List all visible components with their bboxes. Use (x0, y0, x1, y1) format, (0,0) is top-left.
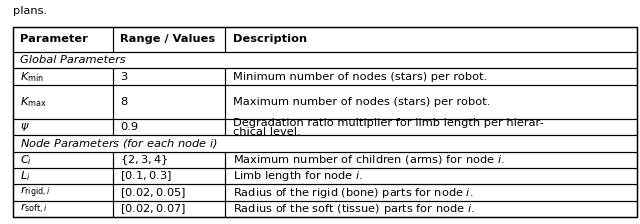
Bar (13, 27, 113, 52)
Text: Range / Values: Range / Values (120, 34, 216, 45)
Bar (225, 85, 637, 119)
Bar (13, 52, 637, 69)
Text: Radius of the rigid (bone) parts for node $i$.: Radius of the rigid (bone) parts for nod… (233, 186, 473, 200)
Bar (113, 152, 225, 168)
Bar (225, 69, 637, 85)
Bar (13, 152, 113, 168)
Bar (113, 69, 225, 85)
Bar (113, 201, 225, 217)
Text: plans.: plans. (13, 6, 47, 16)
Text: Node Parameters (for each node $i$): Node Parameters (for each node $i$) (20, 137, 218, 150)
Text: Radius of the soft (tissue) parts for node $i$.: Radius of the soft (tissue) parts for no… (233, 202, 474, 216)
Text: 8: 8 (120, 97, 127, 107)
Bar (113, 85, 225, 119)
Text: $r_{\mathrm{rigid},i}$: $r_{\mathrm{rigid},i}$ (20, 185, 51, 200)
Bar (113, 168, 225, 185)
Bar (13, 27, 637, 217)
Text: Parameter: Parameter (20, 34, 88, 45)
Text: Description: Description (233, 34, 307, 45)
Bar (225, 119, 637, 135)
Text: $[0.02, 0.05]$: $[0.02, 0.05]$ (120, 186, 187, 200)
Bar (225, 168, 637, 185)
Text: $r_{\mathrm{soft},i}$: $r_{\mathrm{soft},i}$ (20, 202, 49, 216)
Bar (113, 27, 225, 52)
Text: 0.9: 0.9 (120, 122, 138, 132)
Text: $K_{\min}$: $K_{\min}$ (20, 70, 44, 84)
Text: Global Parameters: Global Parameters (20, 55, 126, 65)
Text: $[0.1, 0.3]$: $[0.1, 0.3]$ (120, 169, 172, 183)
Bar (13, 69, 113, 85)
Bar (13, 119, 113, 135)
Bar (13, 168, 113, 185)
Bar (113, 119, 225, 135)
Text: Maximum number of children (arms) for node $i$.: Maximum number of children (arms) for no… (233, 153, 504, 166)
Text: chical level.: chical level. (233, 127, 300, 137)
Text: $C_i$: $C_i$ (20, 153, 33, 167)
Text: $\{2, 3, 4\}$: $\{2, 3, 4\}$ (120, 153, 169, 167)
Text: $K_{\max}$: $K_{\max}$ (20, 95, 47, 109)
Bar (225, 201, 637, 217)
Bar (13, 85, 113, 119)
Text: Degradation ratio multiplier for limb length per hierar-: Degradation ratio multiplier for limb le… (233, 118, 543, 128)
Text: $[0.02, 0.07]$: $[0.02, 0.07]$ (120, 202, 187, 216)
Text: Limb length for node $i$.: Limb length for node $i$. (233, 169, 363, 183)
Text: Minimum number of nodes (stars) per robot.: Minimum number of nodes (stars) per robo… (233, 72, 487, 82)
Bar (13, 185, 113, 201)
Bar (13, 135, 637, 152)
Text: Maximum number of nodes (stars) per robot.: Maximum number of nodes (stars) per robo… (233, 97, 490, 107)
Text: 3: 3 (120, 72, 127, 82)
Bar (225, 185, 637, 201)
Bar (225, 27, 637, 52)
Bar (13, 201, 113, 217)
Text: $L_i$: $L_i$ (20, 169, 31, 183)
Text: $\psi$: $\psi$ (20, 121, 30, 133)
Bar (113, 185, 225, 201)
Bar (225, 152, 637, 168)
